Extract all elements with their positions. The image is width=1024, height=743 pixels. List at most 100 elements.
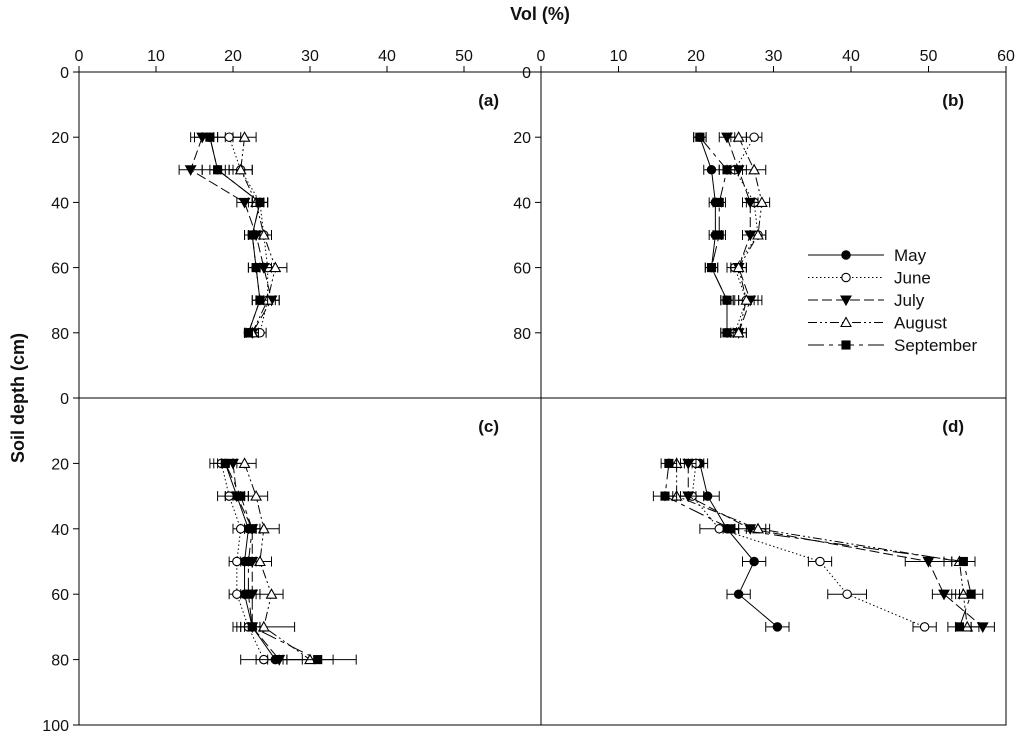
legend-marker-may: [841, 250, 851, 260]
data-point-august: [732, 261, 745, 273]
panel-c-y-tick-label: 60: [51, 587, 69, 604]
data-point-august: [257, 228, 270, 240]
data-point-september: [213, 165, 223, 175]
data-point-august: [254, 555, 266, 567]
series-line-july: [687, 463, 984, 628]
data-point-september: [695, 132, 705, 142]
data-point-september: [966, 589, 976, 599]
panel-a-y-tick-label: 20: [51, 130, 69, 147]
panel-b-label: (b): [942, 91, 964, 110]
panel-b-x-tick-label: 0: [537, 48, 546, 65]
panel-b-x-tick-label: 40: [842, 48, 860, 65]
panel-d: (d): [540, 397, 1007, 726]
panel-a-y-tick-label: 40: [51, 195, 69, 212]
data-point-september: [954, 622, 965, 632]
data-point-may: [702, 491, 713, 501]
data-point-july: [922, 556, 935, 568]
x-axis-title: Vol (%): [510, 4, 570, 24]
legend-label-september: September: [894, 336, 977, 355]
data-point-june: [235, 524, 246, 534]
legend-label-may: May: [894, 246, 927, 265]
data-point-august: [752, 228, 764, 240]
data-point-august: [755, 196, 768, 207]
data-point-august: [234, 163, 247, 175]
panel-c-frame: [78, 397, 542, 726]
panel-c-y-tick-label: 20: [51, 456, 69, 473]
panel-d-series-september: [652, 458, 984, 632]
panel-a-x-tick-label: 10: [147, 48, 165, 65]
data-point-september: [243, 328, 253, 338]
legend-label-august: August: [894, 314, 947, 333]
data-point-may: [733, 589, 744, 599]
panel-b-x-tick-label: 30: [765, 48, 783, 65]
data-point-august: [257, 620, 270, 632]
panel-b-series-september: [693, 132, 736, 338]
data-point-september: [255, 295, 265, 305]
legend-label-june: June: [894, 269, 931, 288]
panel-c-y-tick-label: 100: [42, 718, 69, 735]
panel-b-x-tick-label: 20: [687, 48, 705, 65]
panel-b-series-august: [730, 131, 771, 338]
panel-c-label: (c): [478, 417, 499, 436]
panel-b-x-tick-label: 50: [920, 48, 938, 65]
data-point-september: [313, 655, 323, 665]
panel-a-x-tick-label: 30: [301, 48, 319, 65]
panel-d-series-july: [672, 458, 995, 634]
legend-entry-august: August: [808, 314, 947, 333]
legend-marker-september: [841, 340, 851, 350]
panel-a-label: (a): [478, 91, 499, 110]
legend-entry-july: July: [808, 291, 925, 310]
panel-c-y-tick-label: 40: [51, 522, 69, 539]
data-point-august: [732, 326, 745, 338]
data-point-june: [815, 556, 825, 567]
data-point-july: [732, 165, 745, 176]
data-point-september: [722, 328, 732, 338]
panel-b-y-tick-label: 60: [513, 261, 531, 278]
data-point-september: [714, 197, 724, 207]
panel-b-x-tick-label: 10: [610, 48, 628, 65]
panel-b-x-tick-label: 60: [997, 48, 1015, 65]
data-point-august: [269, 261, 282, 273]
panel-b-y-tick-label: 20: [513, 130, 531, 147]
data-point-september: [255, 197, 265, 207]
data-point-july: [184, 165, 197, 176]
data-point-july: [721, 132, 733, 144]
panel-d-series-august: [664, 457, 980, 632]
panel-d-label: (d): [942, 417, 964, 436]
panel-a-frame: [78, 71, 542, 399]
series-line-may: [699, 463, 778, 628]
data-point-august: [238, 457, 251, 468]
panel-b-y-tick-label: 40: [513, 195, 531, 212]
data-point-june: [749, 132, 759, 142]
data-point-september: [247, 230, 257, 240]
data-point-august: [265, 588, 278, 599]
legend-entry-september: September: [808, 336, 977, 355]
panel-a: 0 10 20 30 40 50 0 20 40 60 80 (a): [51, 48, 542, 399]
data-point-september: [726, 524, 736, 534]
data-point-september: [958, 556, 968, 567]
panel-d-frame: [540, 397, 1007, 726]
data-point-july: [682, 458, 695, 470]
panel-a-x-tick-label: 0: [75, 48, 84, 65]
plots-layer: 0 10 20 30 40 50 0 20 40 60 80 (a) 0 10 20 30 40 50 60 0 20 4…: [42, 48, 1015, 735]
data-point-september: [247, 524, 257, 534]
data-point-june: [232, 589, 242, 599]
data-point-july: [744, 197, 757, 209]
panel-b-y-tick-label: 0: [522, 65, 531, 82]
panel-c: 0 20 40 60 80 100 (c): [42, 391, 542, 735]
data-point-september: [722, 165, 732, 175]
data-point-may: [772, 622, 783, 632]
data-point-june: [714, 524, 724, 534]
series-line-june: [691, 463, 925, 628]
panel-a-series-september: [201, 132, 269, 338]
panel-d-series-may: [691, 458, 790, 632]
data-point-september: [251, 263, 261, 273]
y-axis-title: Soil depth (cm): [8, 333, 28, 463]
panel-a-x-tick-label: 20: [224, 48, 242, 65]
data-point-june: [224, 132, 234, 142]
panel-a-x-tick-label: 40: [378, 48, 396, 65]
data-point-may: [749, 556, 759, 567]
series-line-august: [676, 463, 968, 627]
legend: May June July August September: [808, 246, 977, 355]
